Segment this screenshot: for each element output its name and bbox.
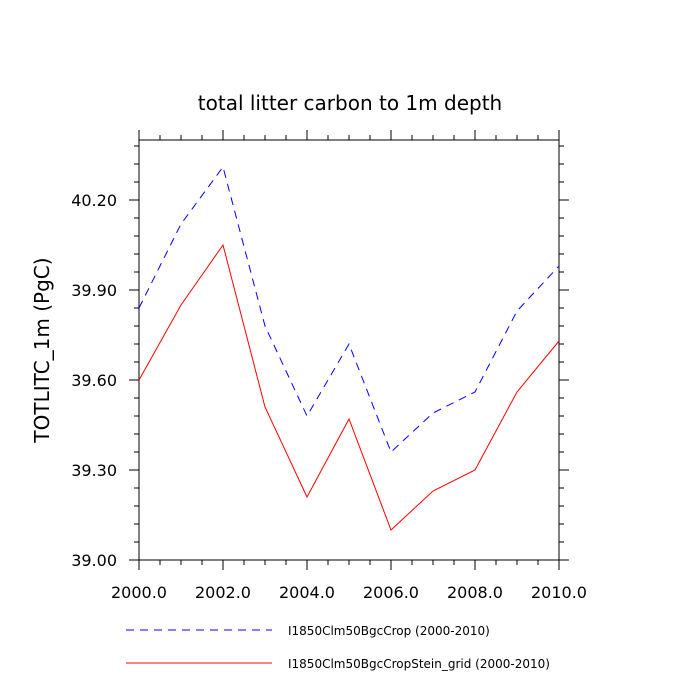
y-tick-label: 39.00 [71,551,117,570]
y-tick-label: 40.20 [71,191,117,210]
x-tick-label: 2002.0 [195,583,251,602]
series-line-1 [138,165,560,453]
y-tick-label: 39.60 [71,371,117,390]
legend: I1850Clm50BgcCrop (2000-2010) I1850Clm50B… [126,624,550,671]
x-tick-label: 2006.0 [363,583,419,602]
axis-ticks [129,130,569,570]
y-tick-label: 39.90 [71,281,117,300]
x-tick-label: 2008.0 [447,583,503,602]
chart-title: total litter carbon to 1m depth [198,91,502,115]
legend-label-2: I1850Clm50BgcCropStein_grid (2000-2010) [288,657,550,671]
x-tick-label: 2004.0 [279,583,335,602]
series-lines [138,165,560,531]
series-line-2 [138,243,560,531]
plot-frame [138,139,560,561]
y-axis-label: TOTLITC_1m (PgC) [30,257,54,443]
x-tick-label: 2010.0 [531,583,587,602]
tick-labels: 2000.0 2002.0 2004.0 2006.0 2008.0 2010.0 39.0… [71,191,587,602]
y-tick-label: 39.30 [71,461,117,480]
legend-label-1: I1850Clm50BgcCrop (2000-2010) [288,624,490,638]
x-tick-label: 2000.0 [111,583,167,602]
